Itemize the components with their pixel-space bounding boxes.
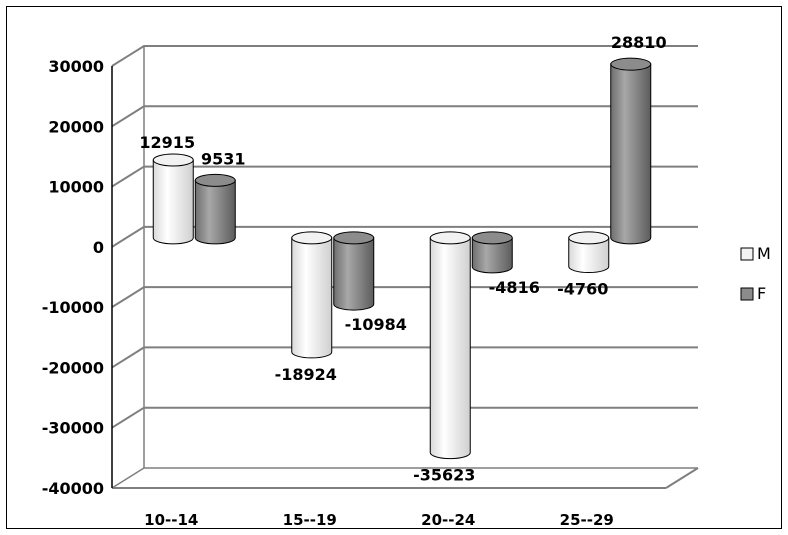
bar-body xyxy=(568,237,610,274)
data-label: 28810 xyxy=(611,33,667,52)
gridline xyxy=(111,286,698,308)
gridline xyxy=(111,105,698,128)
data-labels: 12915 9531 -18924 -10984 -35623 -4816 -4760 288… xyxy=(139,33,666,484)
gridline xyxy=(111,45,698,67)
y-tick-label: 10000 xyxy=(48,178,104,197)
bar xyxy=(194,173,236,245)
bar xyxy=(471,231,513,274)
y-tick-label: -20000 xyxy=(42,358,104,377)
data-label: 12915 xyxy=(139,133,195,152)
gridline xyxy=(111,225,698,248)
bar-body xyxy=(471,237,513,274)
bar xyxy=(333,231,375,311)
legend-item: F xyxy=(740,284,766,303)
bar xyxy=(291,231,333,359)
legend-label: F xyxy=(757,284,766,303)
gridlines xyxy=(111,45,699,489)
bar xyxy=(568,231,610,274)
y-tick-label: 20000 xyxy=(48,117,104,136)
bar-cap xyxy=(568,231,610,245)
legend-item: M xyxy=(740,244,771,263)
bar-cap xyxy=(429,231,471,245)
bar-cap xyxy=(333,231,375,245)
bar-cap xyxy=(194,173,236,187)
gridline xyxy=(111,467,698,489)
legend-swatch xyxy=(740,247,754,261)
x-axis: 10--14 15--19 20--24 25--29 xyxy=(144,511,614,529)
gridline xyxy=(111,406,698,429)
data-label: -35623 xyxy=(413,466,475,485)
data-label: -4816 xyxy=(489,278,540,297)
y-tick-label: -40000 xyxy=(42,479,104,498)
bar-body xyxy=(429,237,471,460)
chart-frame xyxy=(6,6,782,529)
x-tick-label: 10--14 xyxy=(144,511,198,529)
bar-body xyxy=(152,159,194,245)
x-tick-label: 20--24 xyxy=(421,511,475,529)
y-tick-label: 0 xyxy=(93,238,104,257)
data-label: 9531 xyxy=(201,149,246,168)
y-tick-label: -10000 xyxy=(42,298,104,317)
y-tick-label: -30000 xyxy=(42,419,104,438)
bar-cap xyxy=(471,231,513,245)
data-label: -10984 xyxy=(345,315,407,334)
bar xyxy=(152,153,194,245)
bar-body xyxy=(610,63,652,245)
y-axis: 30000 20000 10000 0 -10000 -20000 -30000 -40000 xyxy=(42,57,113,498)
bars xyxy=(152,57,652,460)
bar-body xyxy=(194,179,236,245)
legend: MF xyxy=(740,244,771,303)
bar xyxy=(610,57,652,245)
bar-body xyxy=(333,237,375,311)
bar xyxy=(429,231,471,460)
data-label: -18924 xyxy=(275,365,337,384)
legend-label: M xyxy=(757,244,771,263)
bar-cap xyxy=(152,153,194,167)
x-tick-label: 25--29 xyxy=(560,511,614,529)
bar-body xyxy=(291,237,333,359)
bar-cap xyxy=(291,231,333,245)
gridline xyxy=(111,346,698,369)
bar-cap xyxy=(610,57,652,71)
floor-side-edge xyxy=(665,467,699,489)
gridline xyxy=(111,165,698,188)
data-label: -4760 xyxy=(557,280,608,299)
y-tick-label: 30000 xyxy=(48,57,104,76)
legend-swatch xyxy=(740,287,754,301)
x-tick-label: 15--19 xyxy=(283,511,337,529)
